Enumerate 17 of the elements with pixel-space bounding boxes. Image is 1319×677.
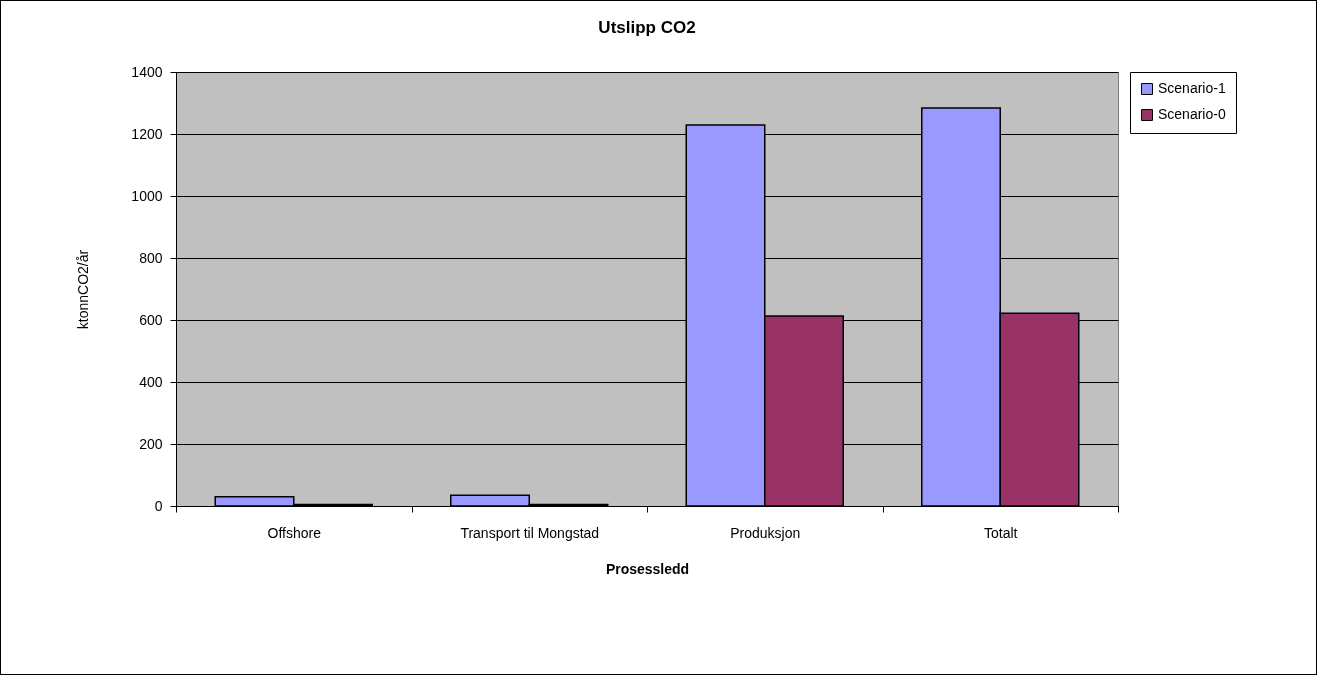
y-tick-label: 200 bbox=[139, 435, 163, 452]
y-tick-label: 1400 bbox=[131, 63, 163, 80]
x-tick-label: Produksjon bbox=[730, 524, 801, 541]
x-axis-title: Prosessledd bbox=[605, 560, 690, 577]
y-tick-label: 800 bbox=[139, 249, 163, 266]
chart-title: Utslipp CO2 bbox=[598, 18, 696, 37]
y-tick-label: 600 bbox=[139, 311, 163, 328]
x-tick-label: Offshore bbox=[267, 524, 322, 541]
y-tick-label: 400 bbox=[139, 373, 163, 390]
legend-label: Scenario-1 bbox=[1158, 80, 1226, 96]
x-tick-label: Transport til Mongstad bbox=[460, 524, 600, 541]
y-axis-title: ktonnCO2/år bbox=[75, 249, 92, 330]
x-tick-label: Totalt bbox=[984, 524, 1018, 541]
y-tick-label: 1200 bbox=[131, 125, 163, 142]
legend-label: Scenario-0 bbox=[1158, 106, 1226, 122]
y-tick-label: 1000 bbox=[131, 187, 163, 204]
y-tick-label: 0 bbox=[154, 497, 163, 514]
